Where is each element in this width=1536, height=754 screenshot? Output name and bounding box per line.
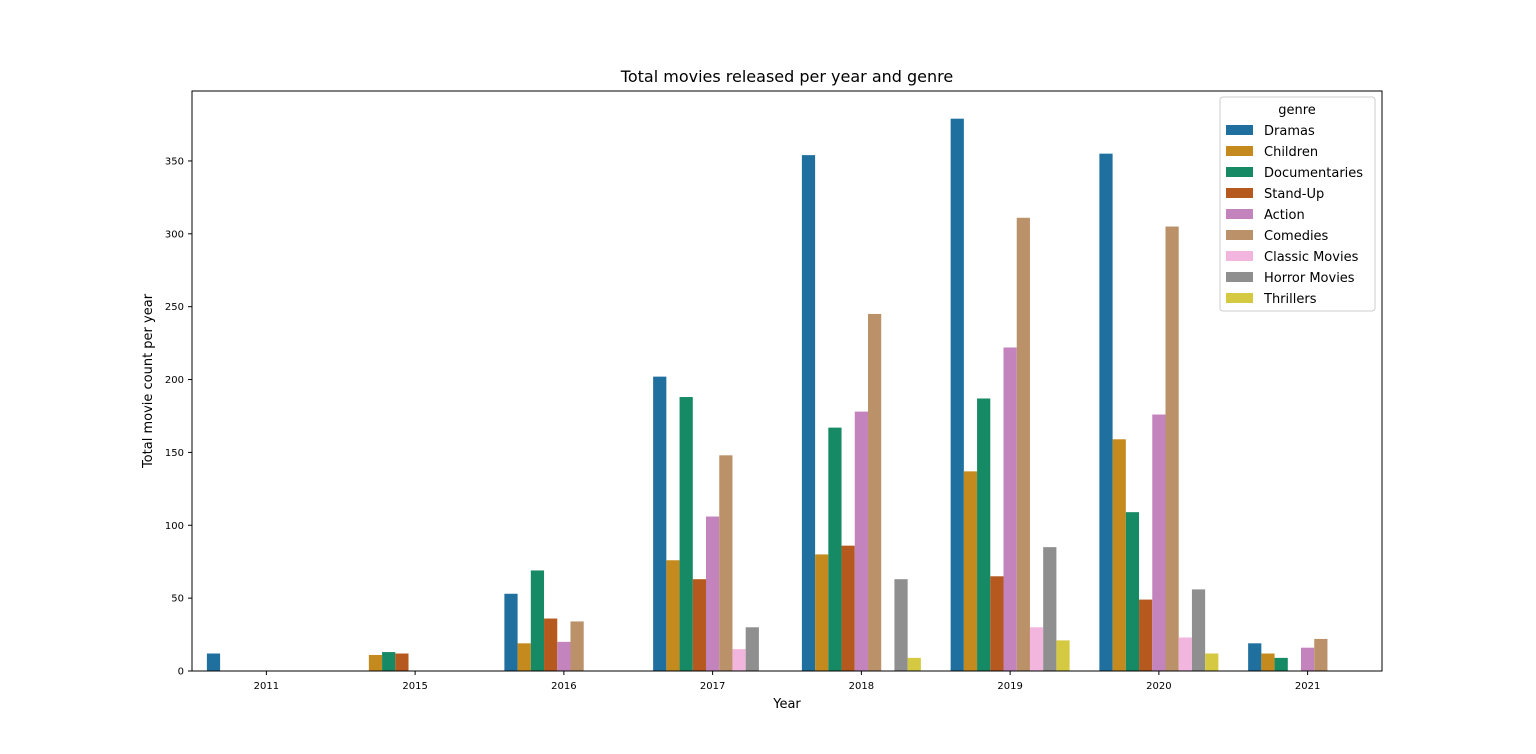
y-tick-label: 350: [165, 156, 184, 167]
bar-horror-movies-2017: [745, 627, 759, 671]
legend-swatch: [1226, 188, 1253, 198]
bar-documentaries-2021: [1274, 657, 1288, 671]
bar-horror-movies-2019: [1043, 547, 1057, 671]
legend-label: Thrillers: [1263, 292, 1317, 307]
bar-action-2017: [706, 516, 720, 671]
legend-label: Children: [1264, 145, 1318, 160]
legend-box: [1219, 96, 1376, 312]
bar-children-2020: [1112, 439, 1126, 671]
bar-classic-movies-2017: [732, 649, 746, 671]
bar-documentaries-2016: [530, 570, 545, 671]
bar-stand-up-2015: [395, 653, 409, 671]
bar-stand-up-2016: [544, 618, 558, 671]
bar-dramas-2019: [950, 118, 964, 671]
bar-children-2016: [517, 643, 531, 671]
bar-dramas-2018: [801, 155, 816, 671]
legend-label: Stand-Up: [1264, 187, 1324, 202]
chart-title: Total movies released per year and genre: [620, 67, 953, 86]
x-axis: 2011 2015 2016 2017 2018 2019 2020 2021: [254, 671, 1320, 692]
bar-children-2015: [368, 654, 383, 671]
bar-documentaries-2017: [679, 397, 693, 671]
x-tick-label: 2020: [1146, 681, 1171, 692]
bar-comedies-2016: [570, 621, 584, 671]
legend-label: Dramas: [1264, 124, 1315, 139]
bar-horror-movies-2020: [1191, 589, 1206, 671]
x-tick-label: 2015: [402, 681, 427, 692]
bar-comedies-2021: [1314, 638, 1328, 671]
bar-classic-movies-2020: [1178, 637, 1192, 671]
legend-swatch: [1226, 146, 1253, 156]
bar-action-2021: [1301, 647, 1315, 671]
bar-thrillers-2019: [1056, 640, 1070, 671]
y-axis-label: Total movie count per year: [141, 293, 156, 469]
legend-label: Comedies: [1264, 229, 1329, 244]
bar-action-2020: [1152, 414, 1166, 671]
legend-swatch: [1226, 293, 1253, 303]
bar-thrillers-2020: [1205, 653, 1219, 671]
bar-stand-up-2020: [1139, 599, 1153, 671]
y-axis: 0 50 100 150 200 250 300 350: [165, 156, 192, 678]
x-tick-label: 2017: [700, 681, 725, 692]
y-tick-label: 300: [165, 229, 184, 240]
bar-dramas-2011: [206, 653, 221, 671]
bar-dramas-2020: [1099, 153, 1113, 671]
bar-children-2021: [1261, 653, 1275, 671]
bar-children-2019: [963, 471, 978, 671]
bar-action-2018: [854, 411, 868, 671]
legend-label: Horror Movies: [1264, 271, 1355, 286]
bars-group: [206, 118, 1328, 671]
legend-swatch: [1226, 209, 1253, 219]
y-tick-label: 100: [165, 521, 184, 532]
bar-horror-movies-2018: [894, 579, 908, 671]
bar-action-2019: [1003, 347, 1017, 671]
bar-thrillers-2018: [907, 657, 921, 671]
plot-frame: [191, 90, 1383, 672]
bar-comedies-2017: [719, 455, 733, 671]
bar-comedies-2019: [1016, 217, 1030, 671]
x-tick-label: 2016: [551, 681, 576, 692]
x-tick-label: 2021: [1295, 681, 1320, 692]
x-tick-label: 2019: [997, 681, 1022, 692]
bar-documentaries-2018: [828, 427, 842, 671]
legend-label: Action: [1264, 208, 1305, 223]
bar-dramas-2017: [653, 376, 667, 671]
bar-children-2018: [815, 554, 829, 671]
legend-swatch: [1226, 230, 1253, 240]
bar-stand-up-2018: [841, 545, 855, 671]
legend-swatch: [1226, 272, 1253, 282]
bar-documentaries-2015: [382, 652, 396, 671]
bar-action-2016: [557, 641, 571, 671]
bar-stand-up-2019: [990, 576, 1004, 671]
legend-swatch: [1226, 125, 1253, 135]
bar-comedies-2018: [867, 313, 882, 671]
bar-children-2017: [666, 560, 680, 671]
bar-documentaries-2020: [1125, 512, 1140, 671]
bar-classic-movies-2019: [1029, 627, 1044, 671]
x-tick-label: 2018: [849, 681, 874, 692]
y-tick-label: 50: [171, 594, 184, 605]
y-tick-label: 150: [165, 448, 184, 459]
x-axis-label: Year: [772, 697, 801, 712]
bar-dramas-2016: [504, 593, 518, 671]
legend-title: genre: [1278, 103, 1316, 118]
bar-comedies-2020: [1165, 226, 1179, 671]
y-tick-label: 200: [165, 375, 184, 386]
bar-stand-up-2017: [692, 579, 707, 671]
legend-swatch: [1226, 251, 1253, 261]
x-tick-label: 2011: [254, 681, 279, 692]
y-tick-label: 0: [178, 667, 184, 678]
legend-label: Documentaries: [1264, 166, 1363, 181]
bar-documentaries-2019: [977, 398, 991, 671]
y-tick-label: 250: [165, 302, 184, 313]
legend-label: Classic Movies: [1264, 250, 1359, 265]
bar-dramas-2021: [1248, 643, 1262, 671]
legend-swatch: [1226, 167, 1253, 177]
legend: genre Dramas Children Documentaries Stand-U…: [1219, 96, 1376, 312]
